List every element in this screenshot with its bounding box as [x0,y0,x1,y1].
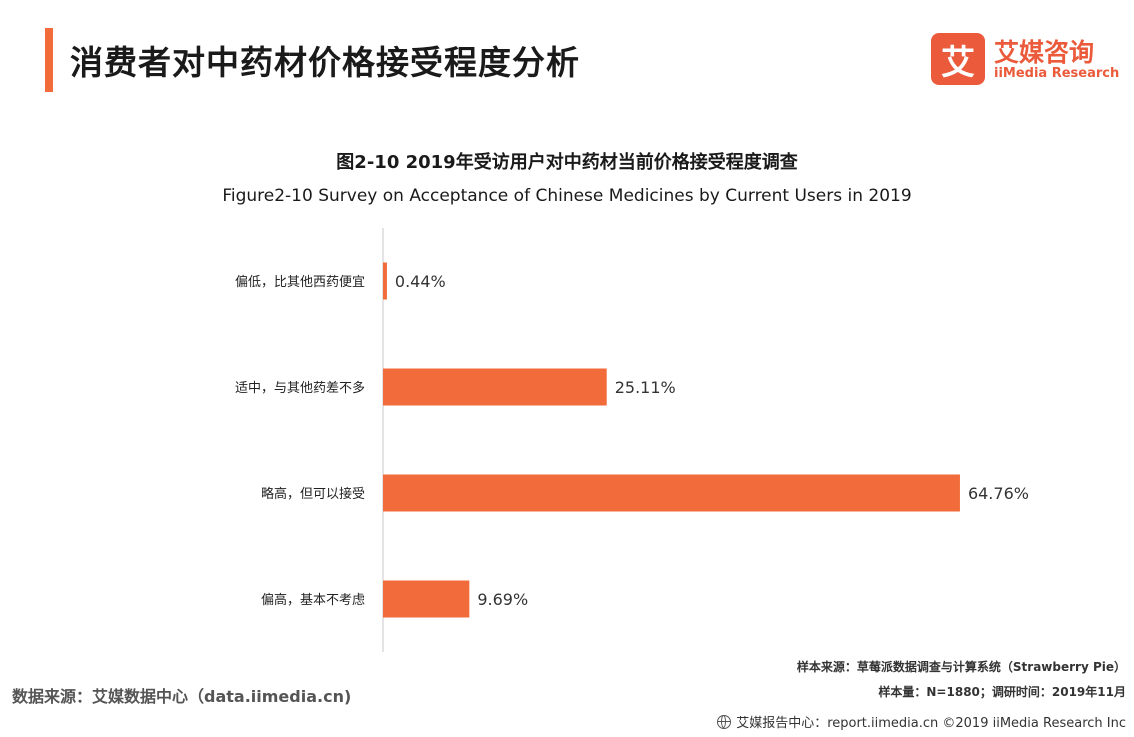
sample-source-note: 样本来源：草莓派数据调查与计算系统（Strawberry Pie） [796,660,1126,674]
title-accent-bar [45,28,53,92]
bar [383,262,387,300]
chart-title: 图2-10 2019年受访用户对中药材当前价格接受程度调查 [336,152,798,173]
brand-logo: 艾 艾媒咨询 iiMedia Research [931,33,1121,87]
data-label: 0.44% [395,272,446,291]
sample-size-note: 样本量：N=1880；调研时间：2019年11月 [878,685,1126,699]
bar [383,580,470,618]
data-label: 9.69% [477,590,528,609]
globe-icon [717,714,732,729]
logo-name-en: iiMedia Research [994,66,1120,81]
data-source: 数据来源：艾媒数据中心（data.iimedia.cn) [12,687,352,706]
category-label: 偏低，比其他西药便宜 [235,275,365,290]
logo-name-cn: 艾媒咨询 [994,38,1095,67]
bar [383,368,607,406]
category-label: 略高，但可以接受 [261,486,365,502]
footer: 艾媒报告中心：report.iimedia.cn ©2019 iiMedia R… [717,712,1126,731]
chart-subtitle: Figure2-10 Survey on Acceptance of Chine… [222,186,912,206]
footer-text: 艾媒报告中心：report.iimedia.cn ©2019 iiMedia R… [736,716,1126,731]
category-label: 偏高，基本不考虑 [261,592,365,608]
page-title: 消费者对中药材价格接受程度分析 [70,43,580,82]
bar [383,474,960,512]
category-label: 适中，与其他药差不多 [235,380,365,396]
data-label: 64.76% [968,484,1029,503]
logo-mark-icon: 艾 [931,33,985,85]
data-label: 25.11% [615,378,676,397]
